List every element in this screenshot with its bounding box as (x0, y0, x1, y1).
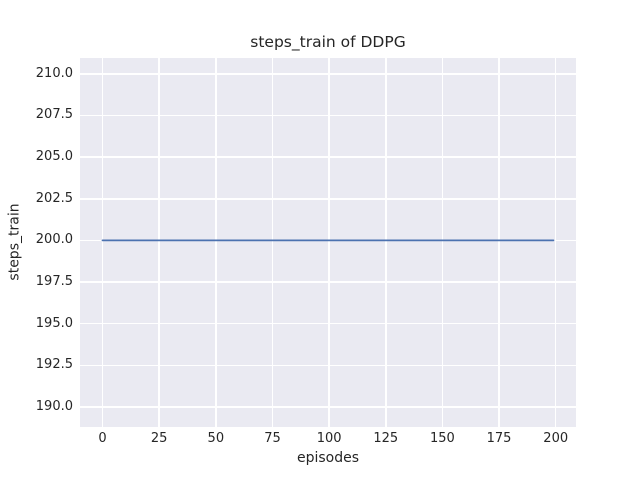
x-tick-label: 75 (264, 431, 281, 446)
y-tick-label: 190.0 (35, 399, 73, 414)
gridline-vertical (498, 58, 500, 427)
y-tick-label: 200.0 (35, 232, 73, 248)
gridline-vertical (554, 58, 557, 427)
gridline-horizontal (80, 364, 576, 367)
gridline-horizontal (80, 114, 576, 117)
y-tick-label: 207.5 (35, 107, 73, 123)
x-tick-label: 200 (543, 431, 569, 446)
gridline-vertical (385, 58, 387, 427)
line-series-layer (101, 239, 555, 242)
gridline-horizontal (80, 281, 576, 283)
x-tick-label: 50 (207, 431, 225, 446)
gridline-vertical (328, 58, 330, 427)
gridline-horizontal (80, 406, 576, 408)
x-axis-label: episodes (296, 450, 360, 466)
y-tick-label: 197.5 (35, 274, 73, 290)
y-tick-label: 195.0 (35, 315, 73, 331)
gridline-horizontal (80, 322, 576, 325)
gridline-horizontal (80, 198, 576, 200)
x-tick-label: 100 (316, 431, 342, 446)
chart-title: steps_train of DDPG (250, 33, 406, 51)
x-tick-label: 150 (430, 431, 455, 446)
gridline-vertical (271, 58, 274, 427)
gridline-vertical (158, 58, 160, 427)
y-tick-label: 192.5 (35, 357, 73, 373)
x-tick-label: 0 (98, 431, 107, 446)
gridline-horizontal (80, 156, 576, 158)
y-axis-label: steps_train (6, 203, 23, 281)
plot-area (80, 58, 576, 427)
gridline-vertical (101, 58, 104, 427)
y-tick-label: 202.5 (35, 190, 73, 206)
y-tick-label: 205.0 (35, 149, 73, 165)
gridline-vertical (215, 58, 217, 427)
gridline-horizontal (80, 73, 576, 75)
x-tick-label: 25 (150, 431, 168, 446)
x-tick-label: 175 (486, 431, 512, 446)
x-tick-label: 125 (373, 431, 399, 446)
y-tick-label: 210.0 (35, 65, 73, 81)
gridline-vertical (441, 58, 444, 427)
